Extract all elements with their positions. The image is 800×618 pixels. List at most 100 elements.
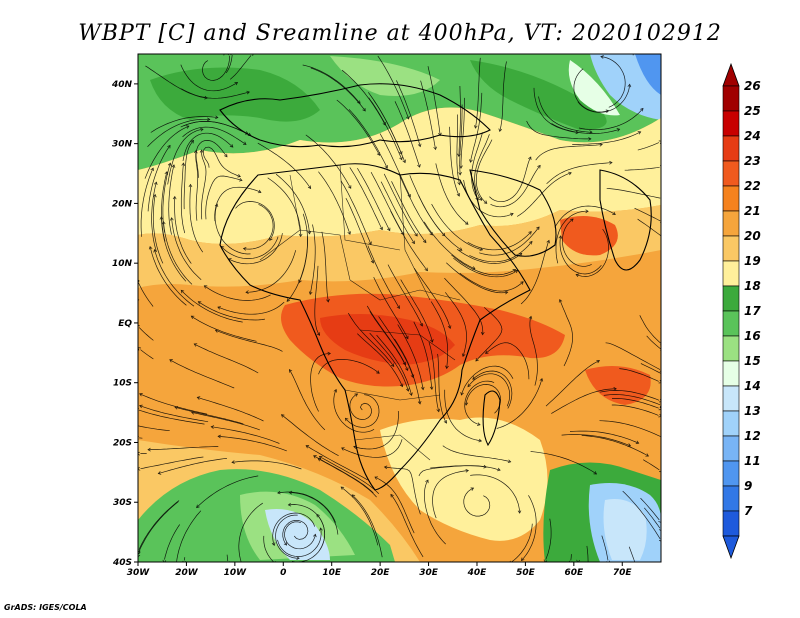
streamline — [150, 116, 218, 133]
streamline — [400, 279, 433, 343]
streamline-arrow — [327, 351, 331, 356]
streamline — [194, 343, 259, 374]
streamline — [147, 118, 210, 148]
streamline — [149, 246, 187, 306]
streamline-arrow — [280, 414, 285, 418]
streamline-arrow — [406, 115, 410, 120]
streamline — [437, 353, 447, 424]
streamline-arrow — [419, 323, 424, 327]
streamline-arrow — [319, 527, 323, 531]
streamline-arrow — [529, 240, 533, 245]
streamline-arrow — [298, 233, 303, 238]
streamline-arrow — [510, 212, 514, 217]
streamline-arrow — [357, 100, 361, 104]
eastern-hot-spot-2 — [585, 366, 651, 405]
streamline-arrow — [153, 181, 158, 185]
streamline — [644, 507, 661, 529]
europe-outline — [219, 83, 491, 148]
streamline-arrow — [289, 369, 293, 373]
streamline-arrow — [485, 350, 489, 354]
streamline-arrow — [447, 325, 452, 329]
streamline-arrow — [528, 231, 532, 235]
colorbar-label: 21 — [744, 204, 761, 218]
colorbar-label: 18 — [744, 279, 761, 293]
streamline — [377, 55, 410, 120]
streamline-arrow — [138, 325, 140, 327]
lon-tick-label: 30W — [127, 568, 151, 578]
streamline — [140, 349, 154, 360]
streamline — [432, 470, 469, 519]
streamline — [318, 359, 380, 375]
streamline — [479, 226, 540, 256]
streamline-arrow — [405, 388, 410, 392]
streamline-arrow — [433, 146, 437, 151]
streamline-arrow — [658, 539, 661, 542]
streamline-arrow — [461, 353, 466, 358]
arabia-outline — [469, 169, 557, 257]
streamline — [171, 217, 202, 280]
streamline — [413, 321, 433, 390]
streamline-arrow — [498, 128, 503, 133]
streamline — [281, 414, 339, 457]
streamline-arrow — [174, 405, 179, 410]
latitude-ticks: 40N 30N 20N 10N EQ 10S 20S 30S 40S — [111, 80, 138, 568]
streamline — [485, 342, 530, 380]
streamline — [229, 55, 252, 80]
streamline — [529, 316, 538, 386]
streamline — [231, 460, 302, 470]
colorbar-label: 12 — [744, 429, 761, 443]
streamline — [573, 68, 609, 113]
streamline — [463, 487, 491, 517]
streamline-arrow — [181, 162, 186, 166]
streamline-arrow — [407, 194, 411, 198]
streamline-arrow — [473, 125, 478, 129]
streamline-arrow — [214, 203, 219, 207]
streamline-arrow — [307, 230, 312, 235]
streamline-arrow — [271, 542, 276, 546]
streamline — [160, 216, 187, 282]
colorbar-swatch — [722, 260, 740, 287]
streamline-arrow — [383, 465, 388, 470]
streamline-arrow — [197, 301, 202, 305]
streamline — [176, 510, 202, 562]
streamline-arrow — [613, 386, 617, 391]
lat-tick-label: 10N — [112, 259, 133, 269]
streamline-arrow — [470, 487, 475, 491]
streamline — [191, 315, 257, 342]
streamline-arrow — [234, 82, 239, 86]
streamline-arrow — [379, 226, 383, 231]
streamline — [458, 85, 461, 157]
streamline-arrow — [180, 289, 185, 294]
streamline — [470, 92, 483, 163]
streamline-arrow — [658, 413, 661, 418]
streamline-arrow — [635, 440, 640, 444]
streamline-arrow — [175, 562, 178, 565]
streamline-arrow — [316, 332, 321, 336]
streamline-arrow — [298, 279, 302, 284]
streamline — [289, 492, 339, 535]
streamline — [183, 140, 194, 210]
streamline-arrow — [340, 486, 345, 490]
streamline — [521, 495, 537, 561]
lon-tick-label: 10W — [224, 568, 248, 578]
streamline — [138, 501, 179, 552]
streamline-arrow — [396, 305, 400, 309]
colorbar-swatch — [722, 335, 740, 362]
streamline-arrow — [478, 438, 483, 443]
colorbar-swatch — [722, 160, 740, 187]
streamline — [198, 301, 265, 321]
streamline — [267, 177, 301, 237]
streamline — [138, 281, 154, 307]
streamline — [612, 398, 659, 409]
streamline-arrow — [172, 195, 177, 200]
lon-tick-label: 40E — [467, 568, 488, 578]
streamline — [634, 207, 661, 222]
streamline — [277, 491, 336, 523]
streamline-arrow — [139, 393, 143, 397]
map-frame — [137, 53, 662, 563]
streamline-arrow — [283, 542, 287, 546]
streamline — [599, 420, 661, 438]
streamline — [611, 404, 659, 416]
streamline — [535, 144, 603, 161]
streamline-arrow — [465, 468, 469, 473]
